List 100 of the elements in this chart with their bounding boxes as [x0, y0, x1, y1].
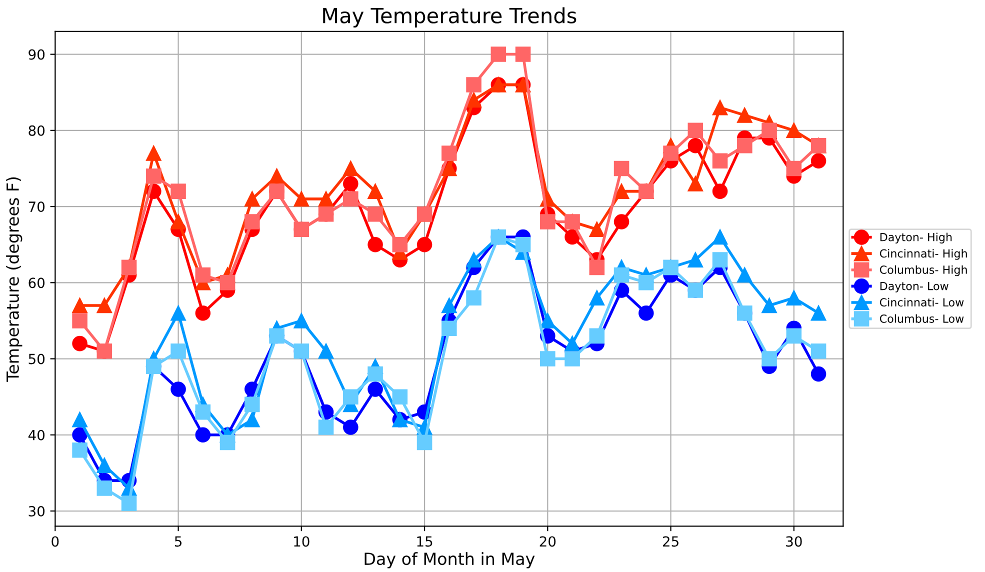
point [737, 267, 752, 283]
point [786, 160, 802, 176]
point [269, 168, 284, 184]
point [368, 382, 383, 397]
point [688, 138, 704, 154]
point [220, 434, 236, 450]
point [318, 344, 334, 359]
y-tick-label: 70 [28, 202, 45, 212]
y-tick-label: 80 [28, 125, 45, 136]
point [170, 305, 186, 321]
point [96, 458, 112, 473]
point [466, 290, 482, 306]
point [392, 389, 408, 404]
point [712, 184, 728, 199]
point [712, 100, 728, 116]
point [368, 184, 383, 199]
point [244, 191, 260, 207]
point [737, 108, 752, 123]
point [244, 214, 260, 230]
point [466, 77, 482, 92]
point [810, 344, 826, 359]
point [786, 328, 802, 344]
point [564, 336, 580, 352]
point [540, 214, 556, 230]
point [762, 351, 777, 366]
point [564, 229, 580, 245]
point [442, 146, 457, 161]
x-tick-label: 30 [786, 536, 802, 547]
point [589, 260, 605, 276]
point [146, 146, 162, 161]
point [343, 420, 358, 435]
x-tick-label: 10 [294, 536, 310, 547]
point [72, 442, 88, 458]
point [786, 290, 802, 306]
point [515, 236, 531, 252]
point [515, 46, 531, 62]
point [490, 46, 506, 62]
point [343, 160, 358, 176]
point [688, 252, 704, 268]
point [72, 412, 88, 428]
point [663, 146, 678, 161]
point [72, 427, 88, 443]
point [466, 92, 482, 108]
point [712, 153, 728, 169]
legend-label: Dayton- High [880, 232, 952, 244]
point [368, 236, 383, 252]
point [170, 184, 186, 199]
point [318, 420, 334, 435]
y-tick-label: 50 [28, 354, 45, 364]
point [786, 122, 802, 138]
point [810, 305, 826, 321]
point [244, 412, 260, 428]
point [540, 313, 556, 328]
x-tick-label: 25 [662, 536, 678, 547]
legend-label: Columbus- Low [880, 314, 964, 323]
point [614, 214, 630, 230]
point [810, 366, 826, 382]
legend-label: Cincinnati- High [880, 249, 967, 260]
x-tick-label: 15 [417, 536, 432, 547]
legend-label: Dayton- Low [880, 282, 948, 292]
point [589, 328, 605, 344]
point [442, 320, 457, 336]
point [368, 206, 383, 222]
point [195, 267, 211, 283]
point [121, 496, 137, 512]
point [614, 160, 630, 176]
point [146, 168, 162, 184]
point [72, 313, 88, 328]
legend-label: Columbus- High [880, 265, 967, 276]
point [195, 404, 211, 420]
y-tick-label: 40 [28, 430, 45, 440]
point [614, 267, 630, 283]
point [220, 275, 236, 290]
x-tick-label: 0 [52, 536, 59, 547]
point [466, 252, 482, 268]
y-axis-title: Temperature (degrees F) [6, 177, 22, 382]
point [564, 351, 580, 366]
point [72, 336, 88, 352]
point [638, 305, 654, 321]
x-tick-label: 5 [174, 536, 182, 547]
point [416, 434, 432, 450]
point [368, 366, 383, 382]
point [294, 191, 310, 207]
point [712, 252, 728, 268]
point [72, 298, 88, 314]
point [540, 351, 556, 366]
point [737, 138, 752, 154]
point [343, 176, 358, 192]
point [318, 191, 334, 207]
point [614, 184, 630, 199]
point [442, 298, 457, 314]
point [96, 480, 112, 496]
point [392, 236, 408, 252]
point [688, 122, 704, 138]
point [170, 382, 186, 397]
chart-title: May Temperature Trends [323, 7, 576, 28]
x-axis-title: Day of Month in May [364, 552, 535, 568]
point [762, 122, 777, 138]
point [638, 275, 654, 290]
point [416, 236, 432, 252]
